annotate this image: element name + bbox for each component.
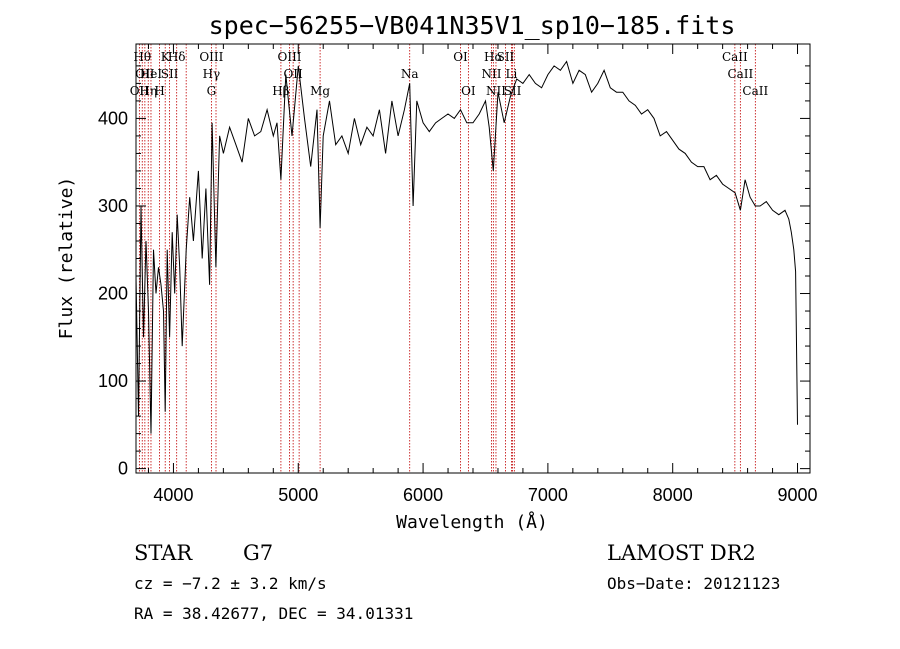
x-tick-label: 4000	[153, 485, 193, 505]
line-marker-label: OII	[130, 84, 150, 98]
y-tick-label: 300	[98, 196, 128, 216]
y-tick-label: 100	[98, 371, 128, 391]
line-marker-label: NII	[486, 84, 506, 98]
line-marker-label: G	[207, 84, 217, 98]
line-marker-label: CaII	[742, 84, 768, 98]
coordinates: RA = 38.42677, DEC = 34.01331	[134, 604, 413, 623]
line-marker-label: Na	[401, 67, 419, 81]
x-axis: 4000 5000 6000 7000 8000 9000	[147, 44, 818, 505]
obs-date: Obs−Date: 20121123	[607, 574, 780, 593]
line-marker-label: SII	[161, 67, 179, 81]
redshift-text: cz = −7.2 ± 3.2 km/s	[134, 574, 327, 593]
line-marker-label: Hγ	[203, 67, 221, 81]
x-tick-label: 5000	[278, 485, 318, 505]
line-marker-label: HeI	[140, 67, 163, 81]
object-class: STAR	[134, 541, 193, 565]
x-tick-label: 7000	[528, 485, 568, 505]
y-tick-label: 400	[98, 108, 128, 128]
object-info: STAR G7 LAMOST DR2 cz = −7.2 ± 3.2 km/s …	[134, 541, 780, 623]
y-tick-label: 200	[98, 284, 128, 304]
line-marker-label: Mg	[310, 84, 330, 98]
line-marker-label: Hα	[484, 50, 503, 64]
plot-frame	[135, 43, 811, 474]
line-marker-label: K	[161, 50, 171, 64]
line-marker-label: CaII	[722, 50, 748, 64]
spectrum-line	[135, 60, 798, 434]
line-marker-label: Li	[506, 67, 518, 81]
x-tick-label: 8000	[653, 485, 693, 505]
line-marker-label: SII	[497, 50, 515, 64]
line-marker-label: OII	[135, 67, 155, 81]
line-marker-label: CaII	[727, 67, 753, 81]
object-subclass: G7	[243, 541, 273, 565]
line-marker-label: Hθ	[133, 50, 151, 64]
y-axis: 0 100 200 300 400	[98, 65, 810, 479]
line-marker-label: Hδ	[168, 50, 186, 64]
x-tick-label: 9000	[777, 485, 817, 505]
line-marker-label: NII	[481, 67, 501, 81]
y-tick-label: 0	[118, 459, 128, 479]
line-markers	[138, 44, 756, 473]
line-marker-label: OIII	[199, 50, 223, 64]
line-marker-label: H	[154, 84, 164, 98]
survey-name: LAMOST DR2	[607, 541, 756, 565]
line-marker-label: Hη	[139, 84, 157, 98]
spectrum-series	[135, 60, 798, 434]
line-marker-label: OI	[461, 84, 476, 98]
x-axis-label: Wavelength (Å)	[396, 511, 548, 533]
x-tick-label: 6000	[403, 485, 443, 505]
line-marker-label: OIII	[277, 50, 301, 64]
line-marker-label: OI	[453, 50, 468, 64]
chart-title: spec−56255−VB041N35V1_sp10−185.fits	[209, 11, 736, 40]
y-axis-label: Flux (relative)	[56, 177, 77, 340]
